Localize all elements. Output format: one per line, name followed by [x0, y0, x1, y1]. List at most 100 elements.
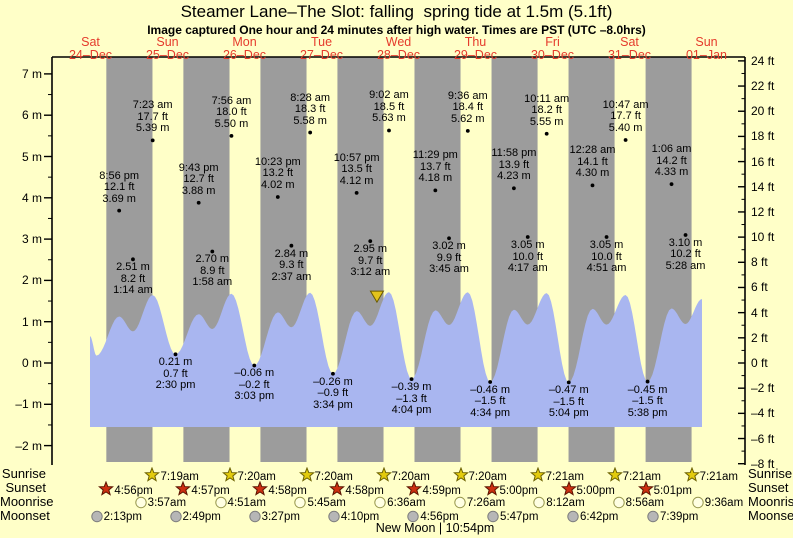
moonrise-time: 6:36am	[373, 495, 426, 509]
day-date: 27–Dec	[299, 48, 344, 62]
tide-event-label: 3.02 m 9.9 ft 3:45 am	[429, 240, 469, 276]
tide-extreme-dot	[210, 249, 215, 254]
moonrise-time: 8:12am	[532, 495, 585, 509]
day-label: Fri 30–Dec	[513, 36, 593, 62]
y-axis-label-ft: 10 ft	[751, 230, 775, 245]
sunset-time: 5:00pm	[483, 480, 538, 497]
astro-time-text: 3:27pm	[261, 511, 300, 523]
day-label: Sun 01–Jan	[667, 36, 747, 62]
astro-time-text: 5:00pm	[576, 485, 615, 497]
day-weekday: Sat	[620, 35, 639, 49]
tide-extreme-dot	[229, 133, 234, 138]
day-date: 31–Dec	[607, 48, 652, 62]
astro-row-label-sunset: Sunset	[748, 480, 789, 495]
tide-event-label: 11:29 pm 13.7 ft 4.18 m	[412, 149, 458, 185]
moonset-time: 7:39pm	[646, 509, 698, 523]
moonrise-time: 9:36am	[691, 495, 743, 509]
moonset-time: 4:10pm	[327, 509, 379, 523]
moonset-circle-icon	[407, 510, 420, 523]
sunrise-star-icon	[683, 466, 700, 482]
moonrise-circle-icon	[612, 496, 625, 509]
y-axis-label-ft: 6 ft	[751, 280, 768, 295]
y-axis-label-ft: 0 ft	[751, 356, 768, 370]
sunrise-star-icon	[606, 466, 623, 482]
day-label: Thu 29–Dec	[436, 36, 516, 62]
astro-row-label-moonset: Moonset	[748, 508, 793, 523]
day-weekday: Tue	[310, 35, 333, 49]
day-weekday: Mon	[232, 35, 257, 49]
astro-time-text: 7:21am	[622, 471, 661, 483]
tide-extreme-dot	[368, 239, 373, 244]
y-axis-label-ft: 20 ft	[751, 104, 775, 119]
astro-time-text: 5:45am	[307, 497, 346, 509]
astro-time-text: 3:57am	[147, 497, 187, 509]
y-axis-label-ft: 14 ft	[751, 179, 775, 194]
astro-time-text: 4:59pm	[422, 485, 461, 497]
day-label: Sun 25–Dec	[128, 36, 208, 62]
astro-time-text: 9:36am	[704, 497, 744, 509]
tide-extreme-dot	[511, 186, 516, 191]
sunrise-time: 7:20am	[298, 466, 353, 483]
tide-extreme-dot	[131, 257, 135, 262]
sunset-star-icon	[252, 480, 269, 496]
tide-extreme-dot	[150, 138, 155, 143]
moonrise-time: 5:45am	[293, 495, 346, 509]
astro-row-label-moonrise: Moonrise	[748, 494, 793, 509]
sunset-star-icon	[406, 480, 423, 496]
y-axis-label-m: 6 m	[21, 108, 42, 123]
day-weekday: Fri	[545, 35, 560, 49]
tide-extreme-dot	[525, 235, 530, 239]
astro-time-text: 7:26am	[466, 497, 506, 509]
moonrise-time: 4:51am	[214, 495, 266, 509]
tide-event-label: 12:28 am 14.1 ft 4.30 m	[569, 144, 616, 180]
astro-time-text: 4:51am	[227, 497, 266, 509]
moonset-circle-icon	[328, 510, 340, 523]
astro-time-text: 4:58pm	[268, 485, 307, 497]
tide-event-label: 7:56 am 18.0 ft 5.50 m	[211, 94, 252, 130]
moonset-time: 3:27pm	[248, 509, 300, 523]
tide-event-label: –0.39 m –1.3 ft 4:04 pm	[391, 381, 432, 417]
astro-time-text: 7:21am	[545, 471, 584, 483]
moonset-circle-icon	[248, 510, 261, 523]
astro-time-text: 2:49pm	[182, 511, 221, 523]
sunrise-time: 7:21am	[606, 466, 661, 483]
sunset-time: 4:57pm	[175, 480, 230, 497]
tide-extreme-dot	[173, 352, 178, 357]
tide-extreme-dot	[354, 190, 359, 195]
day-weekday: Wed	[385, 35, 412, 49]
astro-row-label-moonrise: Moonrise	[0, 494, 54, 509]
tide-extreme-dot	[308, 130, 313, 135]
moonset-circle-icon	[90, 510, 103, 523]
sunset-star-icon	[175, 480, 192, 496]
sunrise-time: 7:20am	[375, 466, 430, 483]
y-axis-label-ft: 24 ft	[751, 53, 775, 68]
tide-extreme-dot	[196, 200, 201, 205]
y-axis-label-m: 5 m	[21, 149, 42, 164]
y-axis-label-ft: 12 ft	[751, 204, 775, 219]
astro-time-text: 5:47pm	[500, 511, 539, 523]
day-date: 29–Dec	[453, 48, 498, 62]
sunset-time: 4:58pm	[252, 480, 307, 497]
tide-extreme-dot	[289, 243, 294, 248]
tide-event-label: 10:57 pm 13.5 ft 4.12 m	[333, 151, 380, 187]
tide-event-label: –0.45 m –1.5 ft 5:38 pm	[627, 383, 668, 419]
astro-row-label-sunrise: Sunrise	[748, 466, 793, 481]
sunset-star-icon	[329, 480, 346, 496]
tide-event-label: 2.70 m 8.9 ft 1:58 am	[192, 253, 233, 289]
tide-extreme-dot	[331, 371, 335, 376]
sunrise-star-icon	[298, 466, 315, 482]
y-axis-label-ft: 4 ft	[751, 305, 768, 320]
sunrise-time: 7:20am	[452, 466, 507, 483]
tide-event-label: –0.46 m –1.5 ft 4:34 pm	[470, 383, 511, 419]
moonrise-circle-icon	[294, 496, 307, 509]
moonset-time: 2:13pm	[90, 509, 142, 523]
astro-time-text: 4:56pm	[420, 511, 459, 523]
sunrise-time: 7:21am	[529, 466, 584, 483]
moon-phase-label: New Moon | 10:54pm	[375, 521, 495, 535]
sunset-star-icon	[637, 480, 654, 496]
tide-event-label: 3.10 m 10.2 ft 5:28 am	[665, 236, 706, 272]
y-axis-label-m: –1 m	[15, 397, 42, 412]
tide-extreme-dot	[645, 379, 650, 384]
tide-extreme-dot	[488, 380, 493, 384]
tide-extreme-dot	[275, 195, 280, 199]
